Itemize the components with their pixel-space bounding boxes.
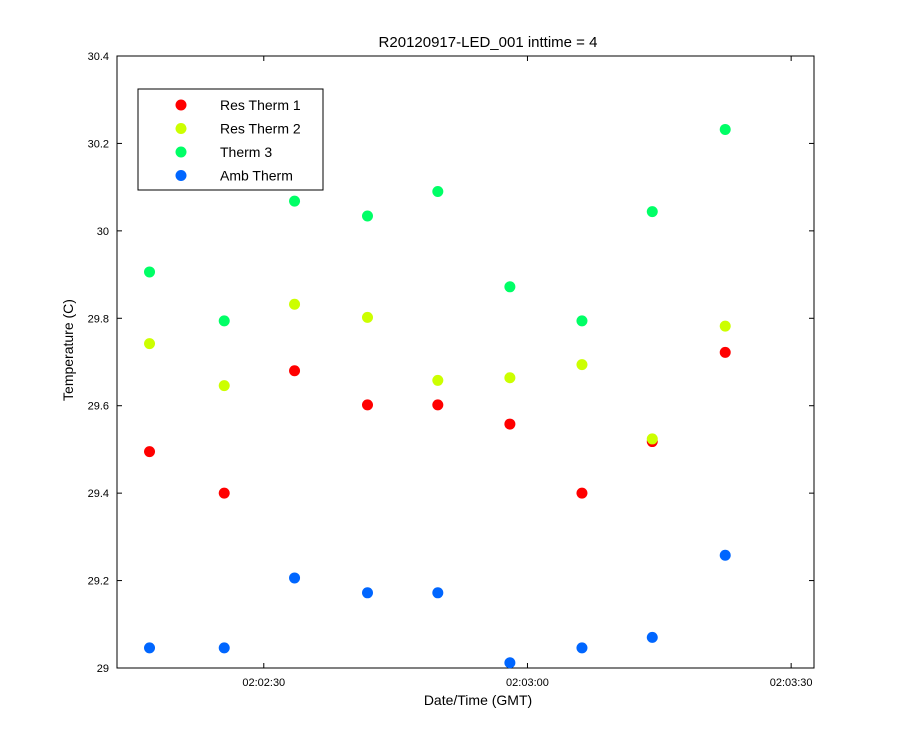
point-amb-therm — [218, 642, 230, 654]
point-res-therm-2 — [361, 311, 373, 323]
data-points — [144, 123, 731, 669]
point-amb-therm — [576, 642, 588, 654]
point-therm-3 — [218, 315, 230, 327]
point-amb-therm — [289, 572, 301, 584]
x-tick-label: 02:03:00 — [506, 677, 549, 689]
point-amb-therm — [361, 587, 373, 599]
legend-label: Amb Therm — [220, 168, 293, 184]
y-tick-label: 30 — [97, 226, 109, 238]
legend: Res Therm 1 Res Therm 2 Therm 3 Amb Therm — [137, 88, 324, 191]
point-therm-3 — [646, 206, 658, 218]
legend-label: Therm 3 — [220, 144, 272, 160]
point-therm-3 — [144, 266, 156, 278]
x-axis-ticks: 02:02:30 02:03:00 02:03:30 — [242, 56, 813, 689]
point-amb-therm — [144, 642, 156, 654]
legend-marker — [175, 170, 187, 181]
point-res-therm-2 — [504, 372, 516, 384]
point-res-therm-1 — [719, 346, 731, 358]
legend-marker — [175, 146, 187, 158]
point-therm-3 — [432, 186, 444, 198]
y-axis-ticks: 29 29.2 29.4 29.6 29.8 30 30.2 30.4 — [88, 51, 814, 675]
point-res-therm-2 — [218, 380, 230, 392]
y-axis-label: Temperature (C) — [60, 299, 76, 401]
y-tick-label: 29.2 — [88, 576, 109, 588]
x-axis-label: Date/Time (GMT) — [424, 692, 532, 708]
x-tick-label: 02:03:30 — [770, 677, 813, 689]
point-res-therm-2 — [432, 374, 444, 386]
point-amb-therm — [719, 549, 731, 561]
y-tick-label: 29 — [97, 663, 109, 675]
point-res-therm-2 — [576, 359, 588, 371]
legend-marker — [175, 99, 187, 111]
y-tick-label: 29.6 — [88, 401, 109, 413]
point-therm-3 — [361, 210, 373, 222]
legend-marker — [175, 123, 187, 134]
point-amb-therm — [646, 631, 658, 643]
y-tick-label: 29.4 — [88, 488, 109, 500]
point-amb-therm — [504, 657, 516, 669]
point-res-therm-1 — [289, 365, 301, 377]
point-therm-3 — [576, 315, 588, 327]
y-tick-label: 29.8 — [88, 313, 109, 325]
chart-title: R20120917-LED_001 inttime = 4 — [379, 34, 598, 51]
legend-label: Res Therm 1 — [220, 97, 301, 113]
legend-label: Res Therm 2 — [220, 121, 301, 137]
x-tick-label: 02:02:30 — [242, 677, 285, 689]
point-res-therm-1 — [432, 399, 444, 411]
point-amb-therm — [432, 587, 444, 599]
point-therm-3 — [504, 281, 516, 293]
y-tick-label: 30.2 — [88, 138, 109, 150]
point-res-therm-1 — [576, 487, 588, 499]
point-res-therm-1 — [504, 418, 516, 430]
legend-box — [137, 88, 324, 191]
point-therm-3 — [289, 195, 301, 207]
point-res-therm-2 — [289, 298, 301, 310]
point-res-therm-1 — [218, 487, 230, 499]
point-res-therm-1 — [144, 446, 156, 458]
y-tick-label: 30.4 — [88, 51, 109, 63]
point-therm-3 — [719, 123, 731, 135]
point-res-therm-2 — [144, 338, 156, 350]
point-res-therm-2 — [646, 433, 658, 445]
point-res-therm-1 — [361, 399, 373, 411]
point-res-therm-2 — [719, 320, 731, 332]
